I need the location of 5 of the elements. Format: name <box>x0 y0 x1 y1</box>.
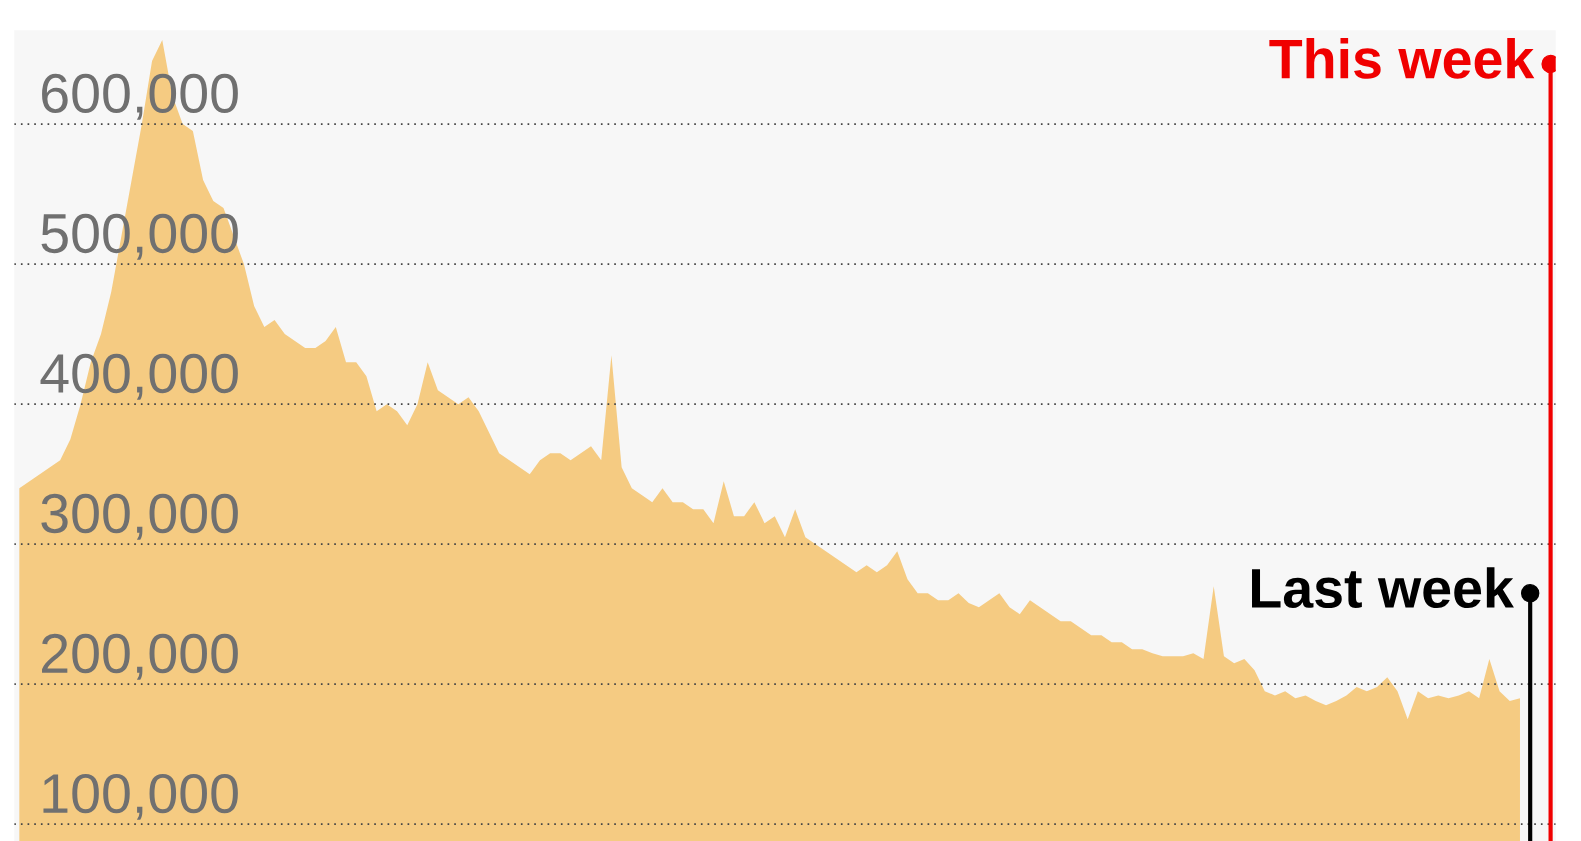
series-label: Last week <box>1252 567 1514 609</box>
series-label: This week <box>1269 37 1535 79</box>
y-tick-label: 200,000 <box>42 633 238 680</box>
y-tick-label: 300,000 <box>41 493 238 540</box>
y-tick-label: 100,000 <box>43 773 238 820</box>
